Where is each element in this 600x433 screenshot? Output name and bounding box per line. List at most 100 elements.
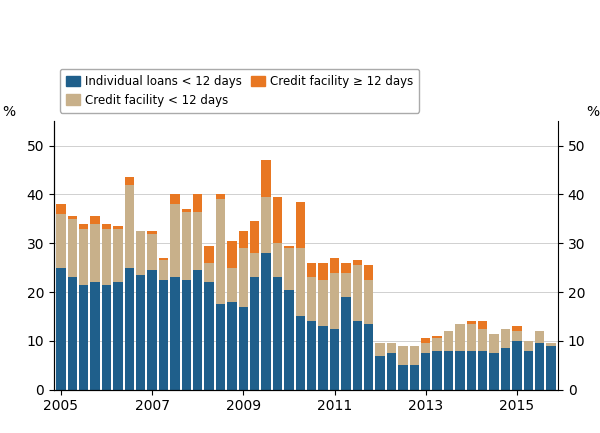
Bar xyxy=(250,278,259,390)
Bar xyxy=(478,351,487,390)
Bar xyxy=(170,278,179,390)
Bar xyxy=(239,248,248,307)
Legend: Individual loans < 12 days, Credit facility < 12 days, Credit facility ≥ 12 days: Individual loans < 12 days, Credit facil… xyxy=(60,69,419,113)
Bar xyxy=(353,260,362,265)
Text: %: % xyxy=(587,104,600,119)
Bar xyxy=(330,272,339,329)
Bar xyxy=(376,355,385,390)
Bar xyxy=(501,329,510,348)
Bar xyxy=(79,285,88,390)
Bar xyxy=(56,204,65,214)
Bar xyxy=(341,297,350,390)
Bar xyxy=(524,341,533,351)
Bar xyxy=(227,241,236,268)
Bar xyxy=(284,290,293,390)
Text: %: % xyxy=(2,104,15,119)
Bar xyxy=(341,263,350,272)
Bar xyxy=(296,317,305,390)
Bar xyxy=(330,258,339,272)
Bar xyxy=(193,270,202,390)
Bar xyxy=(125,185,134,268)
Bar xyxy=(91,224,100,282)
Bar xyxy=(421,353,430,390)
Bar xyxy=(79,229,88,285)
Bar xyxy=(250,253,259,278)
Bar xyxy=(136,231,145,275)
Bar xyxy=(547,346,556,390)
Bar xyxy=(330,329,339,390)
Bar xyxy=(501,348,510,390)
Bar xyxy=(182,212,191,280)
Bar xyxy=(68,216,77,219)
Bar xyxy=(512,341,521,390)
Bar xyxy=(296,202,305,248)
Bar xyxy=(91,216,100,224)
Bar xyxy=(433,351,442,390)
Bar xyxy=(91,282,100,390)
Bar xyxy=(262,160,271,197)
Bar xyxy=(319,263,328,280)
Bar xyxy=(398,346,407,365)
Bar xyxy=(170,204,179,278)
Bar xyxy=(205,282,214,390)
Bar xyxy=(387,353,396,390)
Bar xyxy=(68,219,77,278)
Bar xyxy=(467,321,476,324)
Bar xyxy=(433,339,442,351)
Bar xyxy=(421,339,430,343)
Bar xyxy=(284,246,293,248)
Bar xyxy=(79,224,88,229)
Bar xyxy=(227,268,236,302)
Bar xyxy=(56,268,65,390)
Bar xyxy=(433,336,442,339)
Bar xyxy=(159,280,168,390)
Bar xyxy=(136,275,145,390)
Bar xyxy=(490,353,499,390)
Bar xyxy=(125,178,134,185)
Bar xyxy=(148,231,157,233)
Bar xyxy=(467,351,476,390)
Bar xyxy=(364,280,373,324)
Bar xyxy=(478,329,487,351)
Bar xyxy=(102,285,111,390)
Bar xyxy=(205,246,214,263)
Bar xyxy=(307,321,316,390)
Bar xyxy=(227,302,236,390)
Bar xyxy=(216,304,225,390)
Bar xyxy=(273,197,282,243)
Bar xyxy=(102,224,111,229)
Bar xyxy=(193,194,202,212)
Bar xyxy=(319,280,328,326)
Bar xyxy=(262,197,271,253)
Bar xyxy=(490,333,499,353)
Bar xyxy=(535,343,544,390)
Bar xyxy=(296,248,305,317)
Bar xyxy=(421,343,430,353)
Bar xyxy=(193,212,202,270)
Bar xyxy=(148,270,157,390)
Bar xyxy=(512,331,521,341)
Bar xyxy=(216,194,225,199)
Bar xyxy=(387,343,396,353)
Bar xyxy=(444,351,453,390)
Bar xyxy=(182,209,191,212)
Bar xyxy=(307,278,316,321)
Bar xyxy=(478,321,487,329)
Bar xyxy=(410,346,419,365)
Bar xyxy=(364,324,373,390)
Bar xyxy=(364,265,373,280)
Bar xyxy=(307,263,316,278)
Bar xyxy=(341,272,350,297)
Bar xyxy=(125,268,134,390)
Bar xyxy=(239,307,248,390)
Bar xyxy=(455,324,464,351)
Bar xyxy=(353,265,362,321)
Bar xyxy=(524,351,533,390)
Bar xyxy=(182,280,191,390)
Bar xyxy=(455,351,464,390)
Bar xyxy=(547,343,556,346)
Bar xyxy=(444,331,453,351)
Bar xyxy=(205,263,214,282)
Bar xyxy=(284,248,293,290)
Bar xyxy=(319,326,328,390)
